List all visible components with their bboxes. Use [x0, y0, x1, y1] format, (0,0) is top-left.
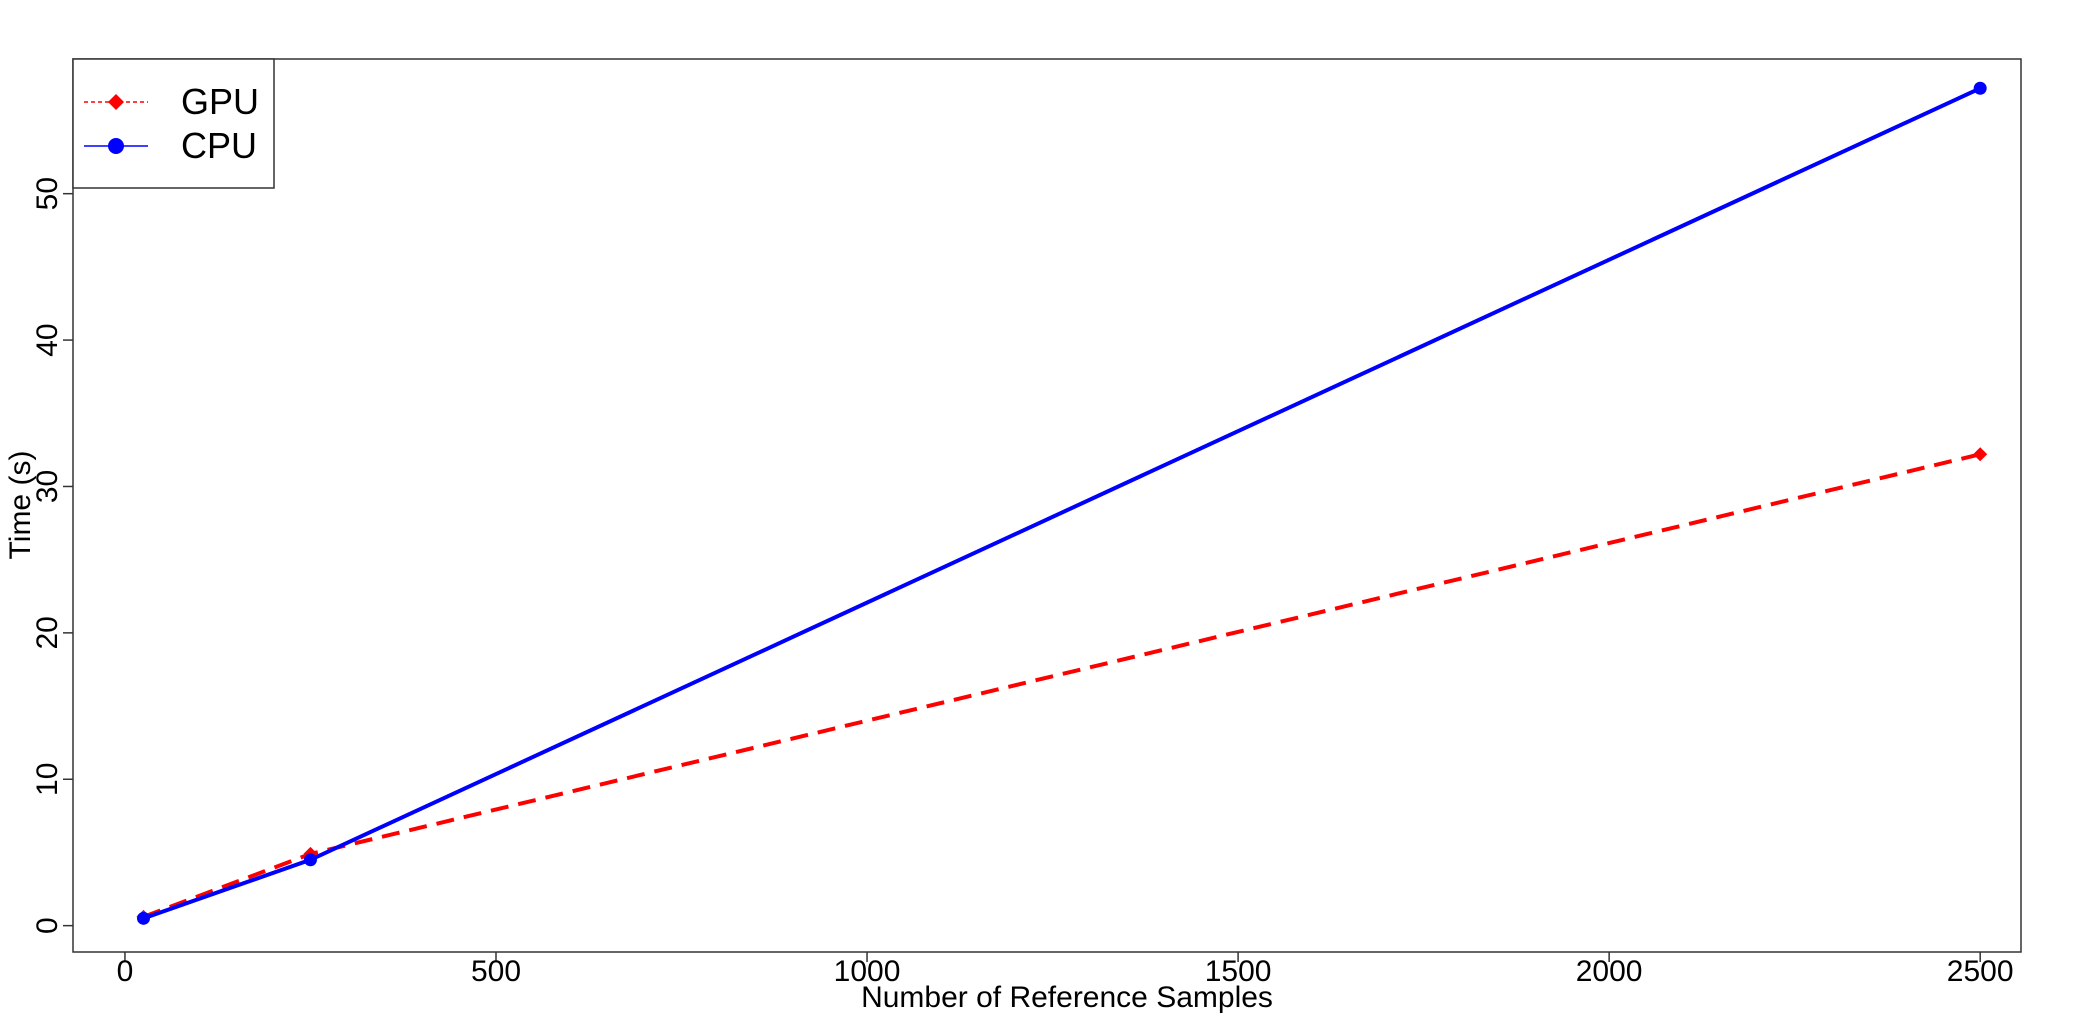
cpu-series-line — [142, 86, 1982, 921]
x-tick-label: 500 — [471, 955, 521, 988]
x-tick-label: 0 — [117, 955, 134, 988]
plot-frame — [72, 58, 2022, 953]
y-axis: 0 10 20 30 40 50 — [31, 177, 73, 934]
legend-cpu-marker — [108, 138, 124, 154]
y-axis-label: Time (s) — [4, 451, 37, 560]
gpu-series-line — [142, 452, 1981, 919]
y-tick-label: 30 — [31, 470, 64, 503]
gpu-data-point — [1973, 447, 1988, 462]
x-tick-label: 1000 — [834, 955, 901, 988]
cpu-data-point — [1973, 81, 1987, 95]
y-tick-label: 10 — [31, 763, 64, 796]
series-layer — [136, 81, 1988, 925]
x-tick-label: 2000 — [1576, 955, 1643, 988]
x-axis-label: Number of Reference Samples — [861, 981, 1273, 1014]
y-tick-label: 40 — [31, 323, 64, 356]
x-tick-label: 2500 — [1947, 955, 2014, 988]
y-tick-label: 50 — [31, 177, 64, 210]
x-tick-label: 1500 — [1205, 955, 1272, 988]
legend-gpu-label: GPU — [181, 81, 259, 122]
x-axis: 0 500 1000 1500 2000 2500 — [117, 952, 2014, 988]
legend-box — [72, 58, 275, 189]
legend-gpu-marker — [108, 94, 124, 110]
cpu-data-point — [303, 853, 317, 867]
cpu-data-point — [136, 911, 150, 925]
y-tick-label: 20 — [31, 616, 64, 649]
legend-cpu-label: CPU — [181, 125, 257, 166]
y-tick-label: 0 — [31, 917, 64, 934]
